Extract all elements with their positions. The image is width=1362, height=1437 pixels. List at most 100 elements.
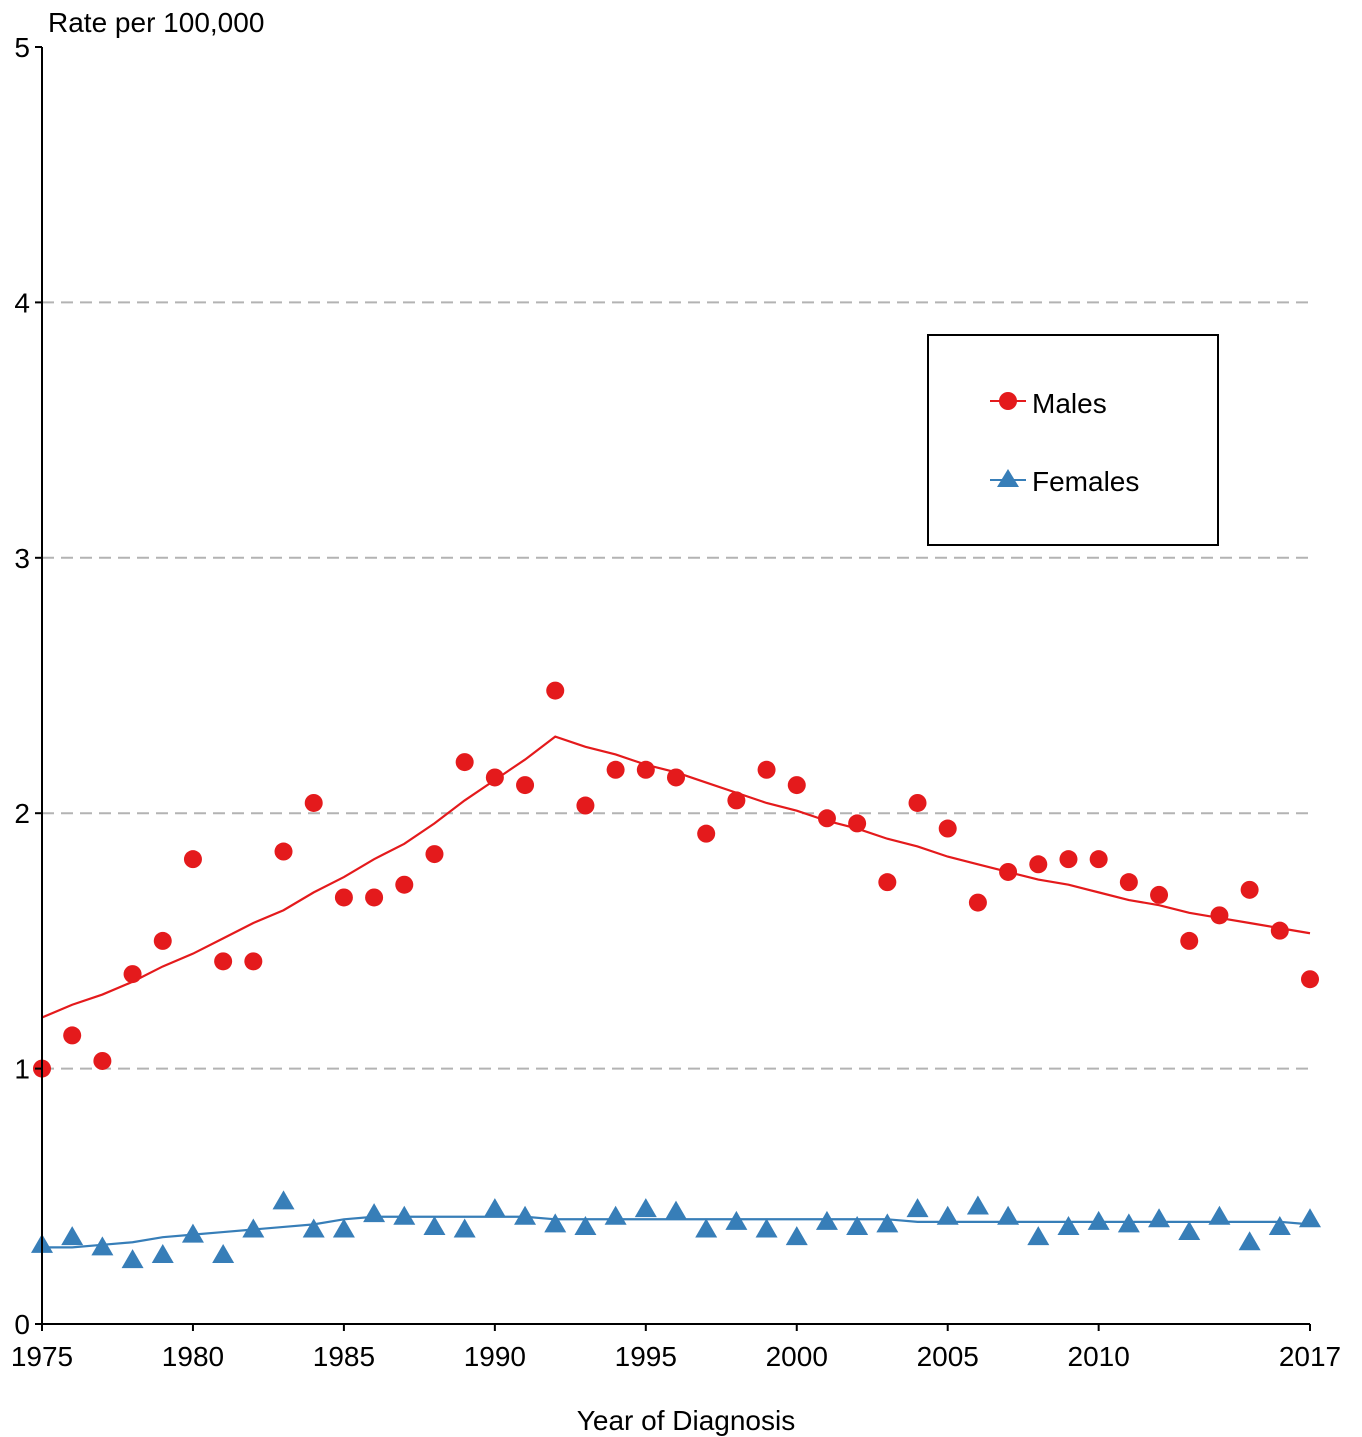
males-point [968, 893, 987, 912]
legend-box [927, 334, 1219, 546]
gridlines [42, 301, 1310, 1070]
females-point [212, 1244, 235, 1264]
females-point [302, 1218, 325, 1238]
x-tick-label-2005: 2005 [917, 1341, 979, 1372]
y-tick-label-4: 4 [14, 287, 30, 318]
y-tick-label-1: 1 [14, 1054, 30, 1085]
males-point [636, 760, 655, 779]
females-point [936, 1205, 959, 1225]
tick-labels: 0 1 2 3 4 5 1975 1980 1985 1990 1995 2000 2005 2010 20… [11, 32, 1341, 1372]
females-point [1178, 1221, 1201, 1241]
males-point [334, 888, 353, 907]
females-point [1027, 1226, 1050, 1246]
legend-males-marker [999, 392, 1017, 410]
females-point [1148, 1208, 1171, 1228]
males-point [244, 952, 263, 971]
females-point [906, 1198, 929, 1218]
legend-females-marker [997, 469, 1019, 487]
females-point [1208, 1205, 1231, 1225]
males-point [817, 809, 836, 828]
males-point [1301, 970, 1319, 989]
x-tick-label-2010: 2010 [1068, 1341, 1130, 1372]
males-point [908, 793, 927, 812]
x-tick-label-2017: 2017 [1279, 1341, 1341, 1372]
x-tick-label-1990: 1990 [464, 1341, 526, 1372]
males-point [455, 753, 474, 772]
males-point [93, 1051, 112, 1070]
legend-males-label: Males [1032, 388, 1107, 419]
females-point [393, 1205, 416, 1225]
females-point [695, 1218, 718, 1238]
males-point [153, 931, 172, 950]
males-point [1150, 885, 1169, 904]
males-point [365, 888, 384, 907]
x-tick-label-1985: 1985 [313, 1341, 375, 1372]
females-point [604, 1205, 627, 1225]
males-point [63, 1026, 82, 1045]
females-point [846, 1215, 869, 1235]
data-points [31, 681, 1321, 1269]
females-point [574, 1215, 597, 1235]
males-point [1240, 880, 1259, 899]
males-point [1089, 850, 1108, 869]
males-point [727, 791, 746, 810]
legend-females-label: Females [1032, 466, 1139, 497]
x-axis-title: Year of Diagnosis [577, 1405, 795, 1436]
males-point [938, 819, 957, 838]
females-point [514, 1205, 537, 1225]
males-point [1180, 931, 1199, 950]
males-point [1210, 906, 1229, 925]
females-point [1299, 1208, 1321, 1228]
females-point [755, 1218, 778, 1238]
females-point [966, 1195, 989, 1215]
x-tick-label-2000: 2000 [766, 1341, 828, 1372]
females-point [1268, 1215, 1291, 1235]
x-tick-label-1980: 1980 [162, 1341, 224, 1372]
males-point [606, 760, 625, 779]
females-point [363, 1203, 386, 1223]
females-point [785, 1226, 808, 1246]
males-point [123, 965, 142, 984]
axes [35, 46, 1311, 1331]
males-point [546, 681, 565, 700]
x-tick-label-1975: 1975 [11, 1341, 73, 1372]
females-point [332, 1218, 355, 1238]
males-point [999, 862, 1018, 881]
females-point [544, 1213, 567, 1233]
males-point [274, 842, 293, 861]
females-point [423, 1215, 446, 1235]
females-point [1238, 1231, 1261, 1251]
females-point [242, 1218, 265, 1238]
males-point [183, 850, 202, 869]
females-point [453, 1218, 476, 1238]
males-point [667, 768, 685, 787]
females-point [876, 1213, 899, 1233]
females-point [634, 1198, 657, 1218]
females-point [272, 1190, 295, 1210]
females-point [997, 1205, 1020, 1225]
females-point [483, 1198, 506, 1218]
x-tick-label-1995: 1995 [615, 1341, 677, 1372]
females-point [725, 1210, 748, 1230]
males-point [1119, 873, 1138, 892]
males-point [757, 760, 776, 779]
y-tick-label-5: 5 [14, 32, 30, 63]
legend: Males Females [927, 334, 1219, 546]
y-axis-title: Rate per 100,000 [48, 7, 264, 38]
males-point [1029, 855, 1048, 874]
females-point [121, 1249, 144, 1269]
females-point [61, 1226, 84, 1246]
females-point [815, 1210, 838, 1230]
females-point [1117, 1213, 1140, 1233]
males-point [425, 845, 444, 864]
females-point [181, 1223, 204, 1243]
males-point [576, 796, 595, 815]
males-point [1270, 921, 1289, 940]
males-point [1059, 850, 1078, 869]
y-tick-label-3: 3 [14, 543, 30, 574]
females-point [91, 1236, 114, 1256]
females-point [1087, 1210, 1110, 1230]
males-point [395, 875, 414, 894]
males-point [787, 776, 806, 795]
